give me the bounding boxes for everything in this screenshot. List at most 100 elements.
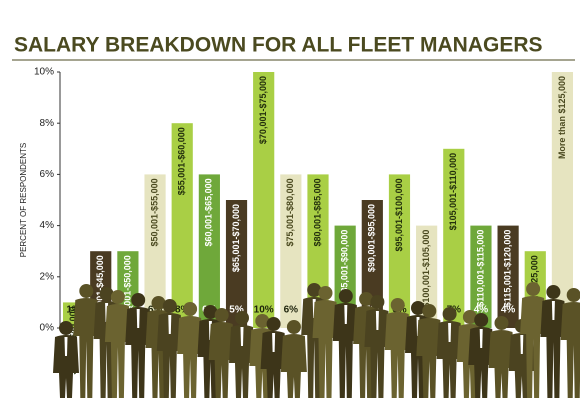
silhouette-body xyxy=(364,309,391,398)
silhouette-head xyxy=(286,320,301,334)
silhouette-body xyxy=(488,330,515,398)
category-label: $70,001-$75,000 xyxy=(258,76,268,144)
silhouette-head xyxy=(99,287,114,301)
silhouette-head xyxy=(370,295,385,309)
silhouette-body xyxy=(332,303,359,398)
category-label: $55,001-$60,000 xyxy=(177,127,187,195)
silhouette-head xyxy=(494,316,509,330)
silhouette-head xyxy=(162,299,177,313)
value-label: 8% xyxy=(175,305,190,316)
bar xyxy=(551,72,574,328)
category-label: More than $125,000 xyxy=(557,76,567,159)
silhouette-head xyxy=(307,283,322,297)
silhouette-body xyxy=(156,313,183,398)
bar xyxy=(280,174,302,328)
silhouette-body xyxy=(416,318,443,398)
category-label: $100,001-$105,000 xyxy=(421,230,431,308)
silhouette-head xyxy=(422,304,437,318)
silhouette-head xyxy=(59,321,73,335)
silhouette-head xyxy=(442,307,457,321)
silhouette-body xyxy=(229,325,255,398)
silhouette-head xyxy=(474,313,489,327)
bar xyxy=(253,72,275,328)
silhouette-body xyxy=(73,298,100,398)
silhouette-head xyxy=(214,308,229,322)
silhouette-tie xyxy=(240,327,244,346)
silhouette-head xyxy=(235,311,249,325)
silhouette-body xyxy=(468,327,495,398)
silhouette-tie xyxy=(448,323,452,342)
category-label: $80,001-$85,000 xyxy=(312,178,322,246)
silhouette-body xyxy=(208,322,235,398)
category-label: $65,001-$70,000 xyxy=(231,204,241,272)
silhouette-head xyxy=(151,296,166,310)
silhouette-tie xyxy=(344,305,348,324)
y-tick-label: 8% xyxy=(40,118,55,129)
y-tick-label: 2% xyxy=(40,271,55,282)
silhouette-head xyxy=(462,310,477,324)
silhouette-body xyxy=(280,334,307,398)
bar xyxy=(171,123,193,328)
y-tick-label: 0% xyxy=(40,323,55,334)
silhouette-body xyxy=(177,316,204,398)
y-tick-label: 6% xyxy=(40,169,55,180)
category-label: $40,001-$45,000 xyxy=(95,255,105,323)
silhouette-body xyxy=(260,331,287,398)
y-tick-label: 10% xyxy=(34,67,54,78)
silhouette-head xyxy=(79,284,94,298)
bar xyxy=(443,148,465,328)
silhouette-tie xyxy=(168,315,172,334)
silhouette-head xyxy=(411,301,425,315)
chart-title: SALARY BREAKDOWN FOR ALL FLEET MANAGERS xyxy=(14,34,543,57)
silhouette-head xyxy=(359,292,374,306)
value-label: 4% xyxy=(501,305,516,316)
silhouette-head xyxy=(526,282,541,296)
silhouette-body xyxy=(53,335,79,398)
silhouette-head xyxy=(255,314,270,328)
silhouette-head xyxy=(183,302,198,316)
silhouette-tie xyxy=(520,335,524,354)
value-label: 1% xyxy=(66,305,81,316)
silhouette-tie xyxy=(375,311,379,330)
silhouette-body xyxy=(104,304,131,398)
value-label: 5% xyxy=(229,305,244,316)
silhouette-head xyxy=(546,285,561,299)
silhouette-body xyxy=(125,307,152,398)
silhouette-head xyxy=(390,298,405,312)
bar xyxy=(225,200,248,328)
silhouette-body xyxy=(540,299,567,398)
category-label: $85,001-$90,000 xyxy=(340,230,350,298)
category-label: $90,001-$95,000 xyxy=(367,204,377,272)
category-label: $50,001-$55,000 xyxy=(149,178,159,246)
silhouette-body xyxy=(560,302,580,398)
silhouette-body xyxy=(520,296,547,398)
silhouette-body xyxy=(312,300,339,398)
bar xyxy=(198,174,220,328)
bar xyxy=(497,225,519,328)
silhouette-tie xyxy=(551,301,555,320)
category-label: $75,001-$80,000 xyxy=(285,178,295,246)
silhouette-head xyxy=(338,289,353,303)
silhouette-tie xyxy=(64,337,68,356)
silhouette-tie xyxy=(136,309,140,328)
bar xyxy=(470,225,492,328)
y-tick-label: 4% xyxy=(40,220,55,231)
silhouette-tie xyxy=(479,329,483,348)
silhouette-tie xyxy=(272,333,276,352)
silhouette-head xyxy=(110,290,125,304)
crowd-silhouettes xyxy=(53,282,580,398)
value-label: 6% xyxy=(284,305,299,316)
category-label: $110,001-$115,000 xyxy=(475,230,485,307)
bar xyxy=(144,174,166,328)
category-label: $45,001-$50,000 xyxy=(122,255,132,323)
silhouette-head xyxy=(131,293,146,307)
silhouette-head xyxy=(318,286,333,300)
category-label: $60,001-$65,000 xyxy=(204,178,214,246)
bar xyxy=(334,225,356,328)
silhouette-head xyxy=(566,288,580,302)
bar xyxy=(388,174,411,328)
y-axis-label: PERCENT OF RESPONDENTS xyxy=(19,143,28,258)
value-label: 6% xyxy=(148,305,163,316)
category-label: $115,001-$120,000 xyxy=(502,230,512,308)
